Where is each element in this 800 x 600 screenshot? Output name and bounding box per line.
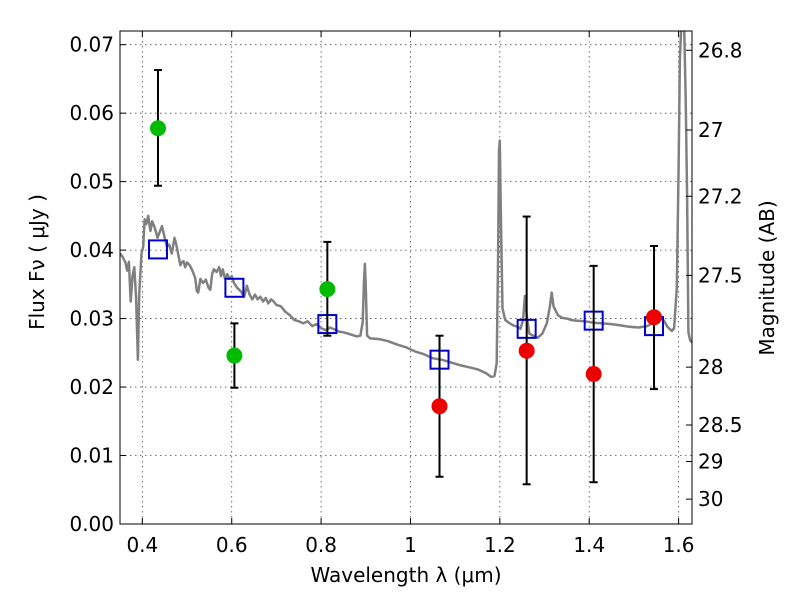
x-tick-label: 1.6 (663, 533, 695, 557)
data-point-marker (319, 281, 336, 298)
y-axis-label-left: Flux Fν ( μJy ) (25, 194, 49, 330)
y-tick-label: 0.01 (69, 444, 114, 468)
data-point-marker (646, 309, 663, 326)
plot-area (120, 31, 692, 486)
data-point-marker (585, 366, 602, 383)
y-tick-label: 0.00 (69, 512, 114, 536)
right-tick-label: 28.5 (698, 413, 743, 437)
right-tick-label: 29 (698, 450, 723, 474)
data-point-marker (431, 398, 448, 415)
right-tick-label: 28 (698, 355, 723, 379)
axis-ticks: 0.4 0.6 0.8 1 1.2 1.4 1.6 0.00 0.01 0.02 0.03 0.04 0… (69, 31, 743, 557)
x-tick-label: 0.8 (305, 533, 337, 557)
x-tick-label: 0.6 (216, 533, 248, 557)
data-point-marker (518, 342, 535, 359)
model-square-marker (224, 277, 245, 298)
x-tick-label: 0.4 (126, 533, 158, 557)
y-axis-label-right: Magnitude (AB) (755, 200, 779, 355)
x-tick-label: 1.4 (573, 533, 605, 557)
x-axis-label: Wavelength λ (μm) (310, 563, 501, 587)
template-spectrum-line (120, 31, 692, 379)
y-tick-label: 0.03 (69, 307, 114, 331)
y-tick-label: 0.07 (69, 33, 114, 57)
plot-frame (119, 30, 693, 525)
grid-lines (120, 31, 692, 525)
right-tick-label: 30 (698, 487, 723, 511)
model-square-marker (147, 239, 168, 260)
y-tick-label: 0.02 (69, 375, 114, 399)
y-tick-label: 0.04 (69, 238, 114, 262)
right-tick-label: 27 (698, 118, 723, 142)
x-tick-label: 1 (404, 533, 417, 557)
data-point-marker (149, 120, 166, 137)
y-tick-label: 0.06 (69, 101, 114, 125)
x-tick-label: 1.2 (484, 533, 516, 557)
y-tick-label: 0.05 (69, 170, 114, 194)
right-tick-label: 27.5 (698, 263, 743, 287)
right-tick-label: 26.8 (698, 38, 743, 62)
right-tick-label: 27.2 (698, 184, 743, 208)
data-point-marker (226, 347, 243, 364)
